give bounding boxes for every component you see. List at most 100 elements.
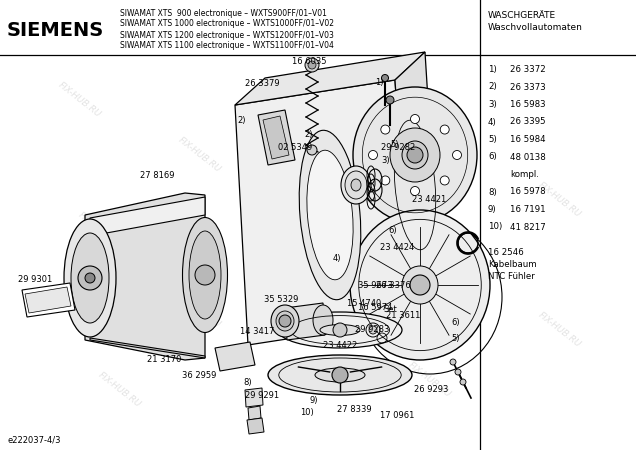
Text: WASCHGERÄTE: WASCHGERÄTE bbox=[488, 12, 556, 21]
Circle shape bbox=[333, 323, 347, 337]
Text: 23 4424: 23 4424 bbox=[380, 243, 414, 252]
Text: 35 5329: 35 5329 bbox=[264, 296, 298, 305]
Text: FIX-HUB.RU: FIX-HUB.RU bbox=[177, 135, 223, 175]
Text: 16 5978: 16 5978 bbox=[510, 188, 546, 197]
Text: 4): 4) bbox=[488, 117, 497, 126]
Circle shape bbox=[410, 114, 420, 123]
Polygon shape bbox=[263, 116, 289, 159]
Text: 26 3373: 26 3373 bbox=[510, 82, 546, 91]
Ellipse shape bbox=[351, 179, 361, 191]
Polygon shape bbox=[247, 418, 264, 434]
Text: 8): 8) bbox=[243, 378, 252, 387]
Text: FIX-HUB.RU: FIX-HUB.RU bbox=[347, 211, 393, 249]
Text: 27 8169: 27 8169 bbox=[140, 171, 174, 180]
Polygon shape bbox=[22, 283, 75, 317]
Circle shape bbox=[452, 150, 462, 159]
Text: 41 8217: 41 8217 bbox=[510, 222, 546, 231]
Text: e222037-4/3: e222037-4/3 bbox=[8, 436, 62, 445]
Circle shape bbox=[279, 315, 291, 327]
Ellipse shape bbox=[307, 150, 353, 280]
Text: 23 4421: 23 4421 bbox=[412, 195, 446, 204]
Polygon shape bbox=[285, 303, 325, 340]
Polygon shape bbox=[25, 287, 71, 313]
Text: 1): 1) bbox=[375, 78, 384, 87]
Text: 26 3395: 26 3395 bbox=[510, 117, 546, 126]
Ellipse shape bbox=[315, 368, 365, 382]
Text: 16 5983: 16 5983 bbox=[510, 100, 546, 109]
Circle shape bbox=[440, 176, 449, 185]
Text: SIWAMAT XTS 1000 electronique – WXTS1000FF/01–V02: SIWAMAT XTS 1000 electronique – WXTS1000… bbox=[120, 19, 334, 28]
Circle shape bbox=[386, 96, 394, 104]
Text: 16 7191: 16 7191 bbox=[510, 205, 546, 214]
Text: 29 9291: 29 9291 bbox=[245, 391, 279, 400]
Text: SIWAMAT XTS  900 electronique – WXTS900FF/01–V01: SIWAMAT XTS 900 electronique – WXTS900FF… bbox=[120, 9, 327, 18]
Circle shape bbox=[308, 61, 316, 69]
Circle shape bbox=[407, 147, 423, 163]
Text: 6): 6) bbox=[388, 225, 397, 234]
Circle shape bbox=[381, 125, 390, 134]
Text: 5): 5) bbox=[390, 140, 399, 149]
Text: 21 3611: 21 3611 bbox=[385, 310, 420, 320]
Ellipse shape bbox=[64, 219, 116, 337]
Ellipse shape bbox=[299, 130, 361, 300]
Ellipse shape bbox=[189, 231, 221, 319]
Text: 21 3170: 21 3170 bbox=[147, 356, 181, 364]
Polygon shape bbox=[245, 388, 263, 407]
Text: 35 9673: 35 9673 bbox=[358, 280, 392, 289]
Circle shape bbox=[369, 326, 377, 334]
Text: FIX-HUB.RU: FIX-HUB.RU bbox=[97, 371, 143, 410]
Ellipse shape bbox=[402, 266, 438, 304]
Circle shape bbox=[410, 186, 420, 195]
Text: FIX-HUB.RU: FIX-HUB.RU bbox=[77, 211, 123, 249]
Text: 6): 6) bbox=[488, 153, 497, 162]
Text: 16 5974: 16 5974 bbox=[358, 303, 392, 312]
Circle shape bbox=[450, 359, 456, 365]
Ellipse shape bbox=[313, 305, 333, 335]
Text: 3): 3) bbox=[488, 100, 497, 109]
Text: 5): 5) bbox=[488, 135, 497, 144]
Text: FIX-HUB.RU: FIX-HUB.RU bbox=[57, 81, 103, 119]
Ellipse shape bbox=[268, 355, 412, 395]
Text: 3): 3) bbox=[381, 156, 390, 165]
Text: Kabelbaum: Kabelbaum bbox=[488, 260, 537, 269]
Circle shape bbox=[460, 379, 466, 385]
Ellipse shape bbox=[271, 305, 299, 337]
Text: FIX-HUB.RU: FIX-HUB.RU bbox=[407, 111, 453, 149]
Circle shape bbox=[440, 125, 449, 134]
Text: FIX-HUB.RU: FIX-HUB.RU bbox=[537, 310, 583, 349]
Circle shape bbox=[307, 145, 317, 155]
Text: 8): 8) bbox=[488, 188, 497, 197]
Circle shape bbox=[455, 369, 461, 375]
Text: 2): 2) bbox=[237, 116, 245, 125]
Circle shape bbox=[381, 176, 390, 185]
Text: 9): 9) bbox=[488, 205, 497, 214]
Polygon shape bbox=[85, 193, 205, 360]
Text: 36 2959: 36 2959 bbox=[182, 370, 216, 379]
Circle shape bbox=[368, 150, 378, 159]
Polygon shape bbox=[90, 197, 205, 236]
Ellipse shape bbox=[320, 324, 360, 336]
Text: SIWAMAT XTS 1200 electronique – WXTS1200FF/01–V03: SIWAMAT XTS 1200 electronique – WXTS1200… bbox=[120, 31, 334, 40]
Text: 02 5349: 02 5349 bbox=[278, 144, 312, 153]
Ellipse shape bbox=[390, 128, 440, 182]
Text: 16 5984: 16 5984 bbox=[510, 135, 546, 144]
Polygon shape bbox=[235, 52, 425, 105]
Ellipse shape bbox=[350, 210, 490, 360]
Circle shape bbox=[195, 265, 215, 285]
Ellipse shape bbox=[183, 217, 228, 333]
Ellipse shape bbox=[402, 141, 428, 169]
Text: 6): 6) bbox=[451, 319, 460, 328]
Text: 5): 5) bbox=[451, 333, 459, 342]
Text: 16 6035: 16 6035 bbox=[292, 58, 326, 67]
Text: Waschvollautomaten: Waschvollautomaten bbox=[488, 23, 583, 32]
Text: 1): 1) bbox=[488, 65, 497, 74]
Polygon shape bbox=[248, 406, 261, 420]
Text: SIWAMAT XTS 1100 electronique – WXTS1100FF/01–V04: SIWAMAT XTS 1100 electronique – WXTS1100… bbox=[120, 41, 334, 50]
Text: 29 9282: 29 9282 bbox=[381, 144, 415, 153]
Text: 29 9283: 29 9283 bbox=[355, 325, 389, 334]
Text: 4): 4) bbox=[333, 253, 342, 262]
Ellipse shape bbox=[382, 75, 389, 81]
Text: FIX-HUB.RU: FIX-HUB.RU bbox=[177, 291, 223, 329]
Ellipse shape bbox=[276, 311, 294, 331]
Text: kompl.: kompl. bbox=[510, 170, 539, 179]
